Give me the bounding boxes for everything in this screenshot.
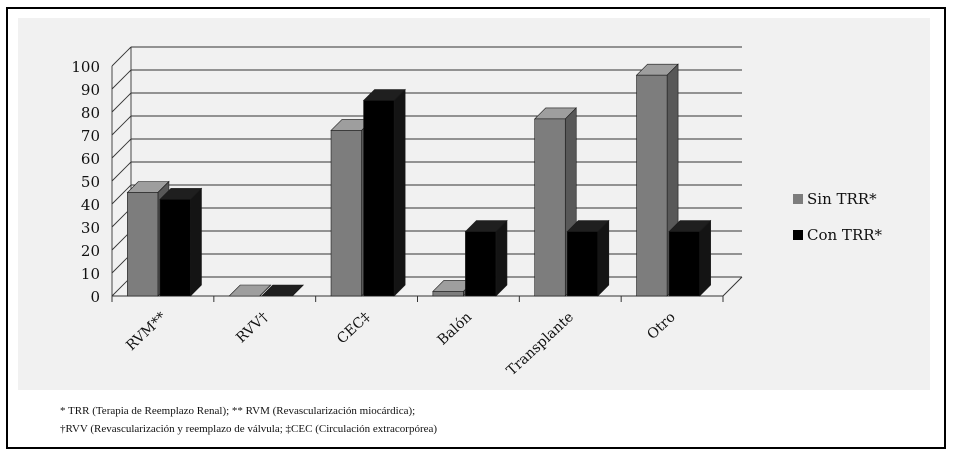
bar-con-trr-0-front — [159, 199, 191, 297]
bar-sin-trr-1 — [228, 284, 272, 297]
bar-con-trr-0-side — [190, 187, 202, 297]
legend-swatch-0 — [793, 194, 803, 204]
bar-sin-trr-3-front — [432, 291, 464, 297]
y-tick-label: 10 — [81, 265, 100, 283]
grid-connector-70 — [111, 115, 132, 136]
bar-con-trr-4-front — [566, 231, 599, 297]
y-tick-label: 0 — [90, 288, 100, 306]
y-tick-label: 100 — [71, 58, 100, 76]
grid-connector-90 — [111, 69, 132, 90]
floor-right-edge — [722, 276, 743, 297]
y-tick-label: 70 — [81, 127, 100, 145]
bar-sin-trr-4-front — [534, 118, 566, 297]
grid-connector-50 — [111, 161, 132, 182]
figure-frame — [6, 7, 945, 449]
footnote-line-1: * TRR (Terapia de Reemplazo Renal); ** R… — [60, 405, 416, 417]
bar-sin-trr-4 — [533, 107, 577, 297]
bar-con-trr-2-front — [363, 100, 395, 297]
bar-con-trr-0 — [159, 187, 203, 297]
bar-sin-trr-0-front — [127, 192, 159, 297]
bar-con-trr-5-front — [668, 231, 700, 297]
footnote-line-2: †RVV (Revascularización y reemplazo de v… — [60, 423, 438, 435]
y-tick-label: 20 — [81, 242, 100, 260]
x-tick-label: CEC‡ — [334, 309, 373, 347]
figure-frame-right — [944, 7, 946, 449]
legend-label-0: Sin TRR* — [807, 190, 877, 208]
x-tick-label: RVM** — [123, 309, 169, 354]
grid-connector-40 — [111, 184, 132, 205]
bar-con-trr-1-side — [292, 284, 304, 297]
y-tick-label: 50 — [81, 173, 100, 191]
x-tick-label: RVV† — [233, 309, 271, 346]
y-tick-label: 80 — [81, 104, 100, 122]
grid-connector-60 — [111, 138, 132, 159]
y-tick-label: 60 — [81, 150, 100, 168]
x-tick-label: Otro — [644, 309, 678, 343]
legend-swatch-1 — [793, 230, 803, 240]
bar-sin-trr-5-front — [636, 74, 668, 297]
y-tick-label: 30 — [81, 219, 100, 237]
bar-con-trr-3-front — [465, 231, 497, 297]
bar-con-trr-1 — [261, 284, 305, 297]
bar-sin-trr-2-front — [330, 130, 362, 297]
x-tick-label: Balón — [435, 309, 476, 348]
bar-con-trr-3 — [464, 219, 508, 297]
legend-label-1: Con TRR* — [807, 226, 883, 244]
footnotes: * TRR (Terapia de Reemplazo Renal); ** R… — [60, 402, 437, 438]
bar-con-trr-2-side — [393, 88, 406, 297]
y-tick-label: 90 — [81, 81, 100, 99]
grid-connector-80 — [111, 92, 132, 113]
bar-con-trr-5-side — [699, 219, 711, 297]
grid-connector-100 — [111, 46, 132, 67]
bar-con-trr-5 — [668, 219, 712, 297]
bar-sin-trr-1-side — [259, 284, 271, 297]
bar-con-trr-2 — [362, 88, 406, 297]
bar-con-trr-3-side — [495, 219, 508, 297]
bar-con-trr-4 — [566, 219, 610, 297]
bar-con-trr-4-side — [597, 219, 610, 297]
y-tick-label: 40 — [81, 196, 100, 214]
x-tick-label: Transplante — [504, 309, 577, 379]
